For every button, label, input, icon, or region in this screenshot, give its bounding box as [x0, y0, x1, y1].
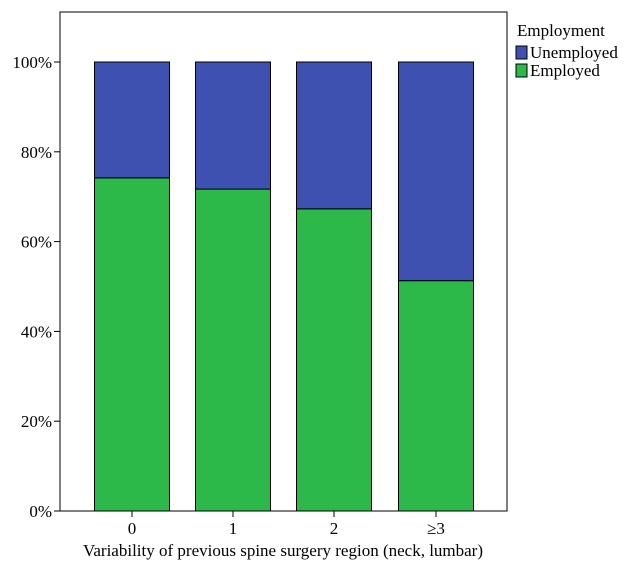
y-tick-label: 100%	[12, 53, 52, 72]
bar-segment-unemployed	[94, 61, 170, 179]
bar-segment-unemployed	[195, 61, 271, 190]
x-tick-label: 0	[128, 519, 137, 538]
y-axis: 0% 20% 40% 60% 80% 100%	[12, 53, 60, 521]
y-tick-label: 80%	[21, 143, 52, 162]
y-tick-label: 60%	[21, 233, 52, 252]
x-axis: 0 1 2 ≥3	[128, 511, 445, 538]
bar-segment-employed	[296, 208, 372, 512]
y-tick-label: 20%	[21, 412, 52, 431]
legend-swatch	[515, 63, 528, 78]
bar-segment-employed	[195, 188, 271, 512]
legend-title: Employment	[517, 21, 605, 40]
bar-segment-unemployed	[296, 61, 372, 210]
bar-segment-employed	[94, 177, 170, 512]
legend-label: Employed	[530, 61, 600, 80]
y-tick-label: 0%	[29, 502, 52, 521]
y-tick-label: 40%	[21, 322, 52, 341]
bars	[94, 61, 474, 512]
bar-segment-unemployed	[398, 61, 474, 282]
bar-segment-employed	[398, 280, 474, 512]
x-tick-label: 2	[330, 519, 339, 538]
x-tick-label: ≥3	[427, 519, 445, 538]
legend-swatch	[515, 45, 528, 60]
x-axis-title: Variability of previous spine surgery re…	[83, 541, 483, 560]
plot-area-frame	[59, 11, 508, 512]
x-tick-label: 1	[229, 519, 238, 538]
legend-label: Unemployed	[530, 43, 618, 62]
